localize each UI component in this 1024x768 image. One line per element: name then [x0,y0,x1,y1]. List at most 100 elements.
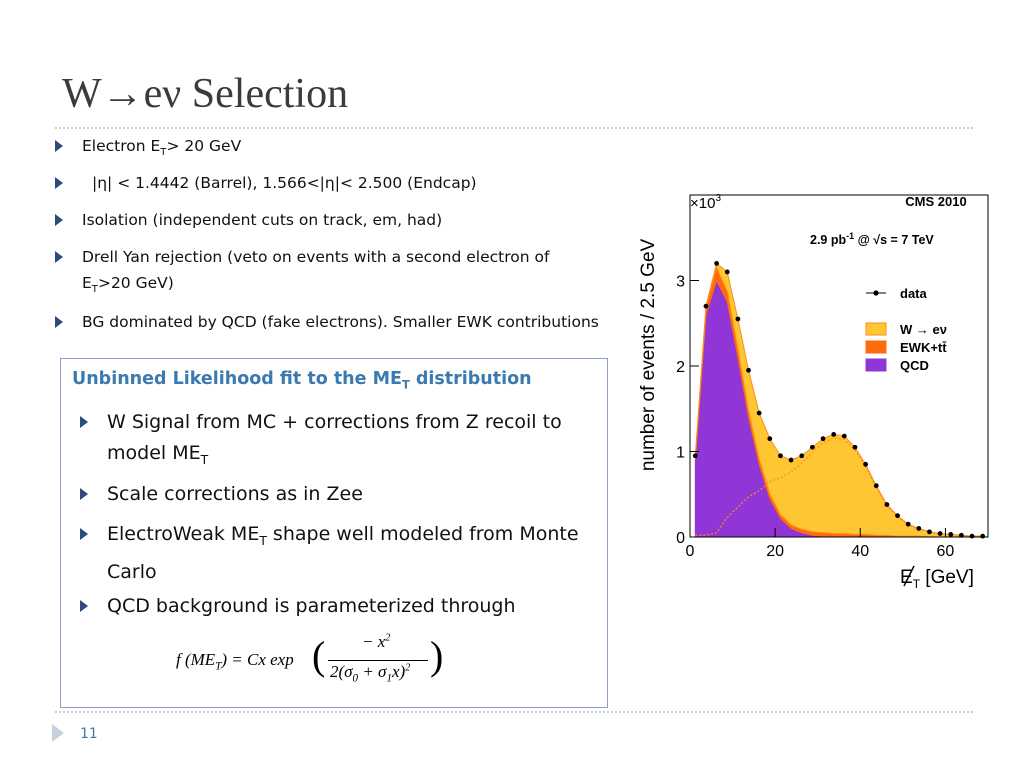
x-axis-label: ET [GeV] [900,567,974,591]
x-tick-label: 60 [937,543,955,560]
data-point [692,453,698,459]
y-tick-label: 0 [676,530,685,547]
legend-data-marker [873,290,879,296]
subscript: 0 [352,672,359,685]
legend-swatch [865,358,887,372]
data-point [724,269,730,275]
data-point [916,526,922,531]
bullet-icon [55,140,63,152]
text: 2.9 pb [810,233,846,247]
text: shape well modeled from Monte Carlo [107,523,579,583]
legend-label: W → eν [900,322,947,337]
legend-swatch [865,322,887,336]
text: W Signal from MC + corrections from Z re… [107,411,562,464]
bullet-icon [55,214,63,226]
data-point [788,457,794,463]
x-tick-label: 0 [686,543,695,560]
chart-title: CMS 2010 [905,194,966,209]
data-point [820,436,826,442]
data-point [714,261,720,266]
bullet: |η| < 1.4442 (Barrel), 1.566<|η|< 2.500 … [92,170,612,196]
legend-label: data [900,286,928,301]
y-tick-label: 2 [676,359,685,376]
text: Isolation (independent cuts on track, em… [82,211,443,229]
superscript: 3 [715,193,721,204]
text: − x [362,632,386,651]
data-point [778,453,783,459]
text: x) [391,662,406,681]
data-point [895,513,900,519]
data-point [756,410,762,416]
box-item: W Signal from MC + corrections from Z re… [107,407,597,476]
data-point [852,444,858,450]
data-point [958,532,964,538]
multiplier: ×103 [690,193,721,212]
text: |η| < 1.4442 (Barrel), 1.566<|η|< 2.500 … [92,174,477,192]
subscript: T [91,284,98,296]
text: E [900,567,913,588]
paren: ) [430,633,444,678]
text: > 20 GeV [166,137,242,155]
subscript: T [401,377,410,392]
subscript: T [200,452,209,467]
box-heading: Unbinned Likelihood fit to the MET distr… [72,369,532,392]
formula-left: f (MET) = Cx exp [176,650,294,672]
text: BG dominated by QCD (fake electrons). Sm… [82,313,599,331]
formula-denominator: 2(σ0 + σ1x)2 [330,662,410,684]
bullet-icon [55,177,63,189]
text: f (ME [176,650,216,669]
data-point [767,436,773,442]
text: 2(σ [330,662,353,681]
footer-icon [52,724,64,742]
subscript: T [160,147,167,159]
subscript: T [215,660,222,673]
annotation: 2.9 pb-1 @ √s = 7 TeV [810,231,934,247]
data-point [948,532,954,537]
text: Electron E [82,137,161,155]
y-tick-label: 1 [676,445,685,462]
text: + σ [358,662,387,681]
legend-label: EWK+tt̄ [900,340,947,355]
data-point [927,529,932,535]
superscript: -1 [846,231,854,241]
bullet: BG dominated by QCD (fake electrons). Sm… [82,309,602,335]
subscript: 1 [386,672,392,685]
paren: ( [312,633,326,678]
slash [903,565,915,587]
x-tick-label: 40 [851,543,869,560]
bullet-icon [55,251,63,263]
data-point [980,533,986,539]
bullet-icon [80,528,88,540]
data-point [746,367,751,373]
subscript: T [259,533,267,548]
legend-swatch [865,340,887,354]
text: Unbinned Likelihood fit to the ME [72,369,402,389]
data-point [809,444,815,450]
footer-rule [55,711,973,713]
data-point [873,483,879,489]
data-point [841,433,847,439]
data-point [831,432,837,437]
text: Drell Yan rejection (veto on events with… [82,248,550,292]
data-point [735,316,741,322]
fraction-bar [328,660,428,661]
formula-numerator: − x2 [362,632,390,652]
box-item: QCD background is parameterized through [107,591,597,622]
page-number: 11 [80,726,98,742]
data-point [969,533,975,539]
data-point [799,453,805,459]
text: ElectroWeak ME [107,523,260,545]
bullet-icon [80,600,88,612]
subscript: T [913,577,921,591]
data-point [863,461,869,467]
chart: ×103 CMS 2010 2.9 pb-1 @ √s = 7 TeV numb… [638,193,989,591]
text: >20 GeV) [97,274,174,292]
bullet: Drell Yan rejection (veto on events with… [82,244,602,303]
text: Scale corrections as in Zee [107,483,363,505]
x-tick-label: 20 [766,543,784,560]
y-tick-label: 3 [676,274,685,291]
bullet: Electron ET> 20 GeV [82,133,602,166]
superscript: 2 [405,662,411,674]
bullet: Isolation (independent cuts on track, em… [82,207,602,233]
